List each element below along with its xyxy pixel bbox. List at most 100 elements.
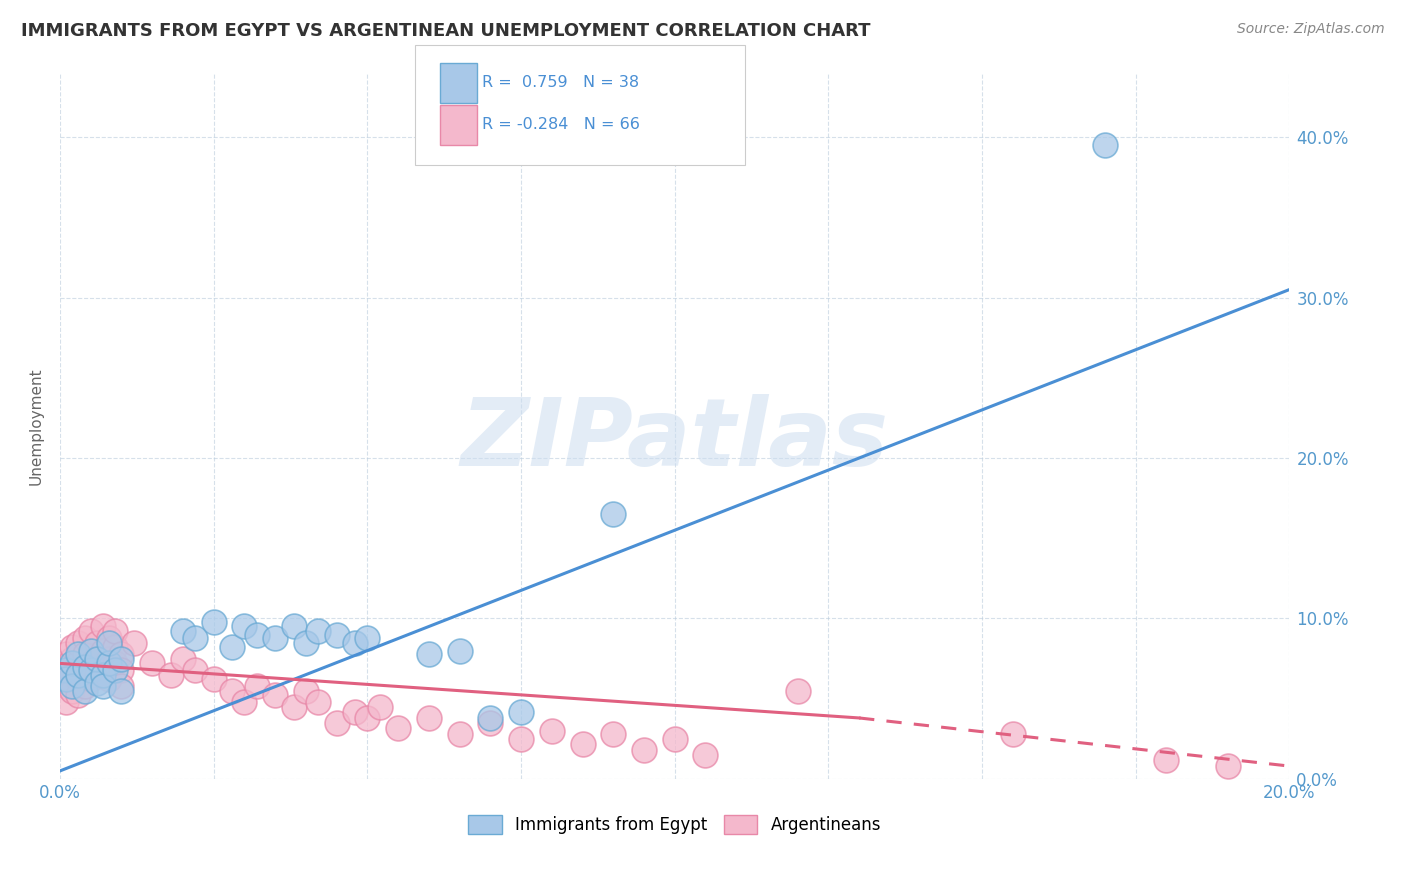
Text: IMMIGRANTS FROM EGYPT VS ARGENTINEAN UNEMPLOYMENT CORRELATION CHART: IMMIGRANTS FROM EGYPT VS ARGENTINEAN UNE…	[21, 22, 870, 40]
Point	[184, 663, 207, 677]
Point	[73, 659, 96, 673]
Point	[510, 705, 533, 719]
Point	[202, 615, 225, 629]
Point	[141, 657, 163, 671]
Point	[55, 695, 77, 709]
Point	[55, 647, 77, 661]
Point	[67, 657, 90, 671]
Point	[67, 667, 90, 681]
Point	[110, 651, 132, 665]
Point	[104, 657, 127, 671]
Point	[221, 640, 243, 655]
Point	[98, 651, 121, 665]
Point	[67, 635, 90, 649]
Point	[80, 663, 103, 677]
Point	[86, 635, 108, 649]
Text: R =  0.759   N = 38: R = 0.759 N = 38	[482, 76, 640, 90]
Point	[91, 663, 114, 677]
Point	[60, 679, 83, 693]
Point	[110, 683, 132, 698]
Point	[98, 673, 121, 687]
Point	[67, 689, 90, 703]
Point	[786, 683, 808, 698]
Point	[67, 647, 90, 661]
Point	[80, 673, 103, 687]
Point	[418, 647, 440, 661]
Point	[73, 663, 96, 677]
Point	[60, 667, 83, 681]
Point	[172, 624, 194, 639]
Point	[1001, 727, 1024, 741]
Point	[325, 627, 347, 641]
Point	[104, 663, 127, 677]
Point	[479, 715, 502, 730]
Text: R = -0.284   N = 66: R = -0.284 N = 66	[482, 118, 640, 132]
Point	[98, 631, 121, 645]
Point	[1094, 138, 1116, 153]
Point	[325, 715, 347, 730]
Point	[1216, 759, 1239, 773]
Point	[571, 737, 593, 751]
Point	[110, 647, 132, 661]
Point	[695, 747, 717, 762]
Text: ZIPatlas: ZIPatlas	[461, 394, 889, 486]
Point	[55, 679, 77, 693]
Point	[80, 657, 103, 671]
Point	[202, 673, 225, 687]
Point	[98, 657, 121, 671]
Point	[73, 647, 96, 661]
Point	[73, 631, 96, 645]
Point	[540, 723, 562, 738]
Point	[233, 695, 256, 709]
Point	[80, 624, 103, 639]
Point	[344, 705, 367, 719]
Point	[110, 679, 132, 693]
Point	[264, 689, 287, 703]
Point	[60, 657, 83, 671]
Point	[307, 695, 329, 709]
Point	[356, 711, 378, 725]
Point	[510, 731, 533, 746]
Point	[55, 663, 77, 677]
Point	[80, 643, 103, 657]
Point	[283, 619, 305, 633]
Point	[233, 619, 256, 633]
Point	[172, 651, 194, 665]
Point	[283, 699, 305, 714]
Point	[246, 679, 269, 693]
Point	[73, 679, 96, 693]
Y-axis label: Unemployment: Unemployment	[30, 368, 44, 484]
Point	[602, 507, 624, 521]
Point	[91, 667, 114, 681]
Point	[1156, 753, 1178, 767]
Point	[104, 640, 127, 655]
Point	[479, 711, 502, 725]
Point	[55, 673, 77, 687]
Point	[91, 619, 114, 633]
Text: Source: ZipAtlas.com: Source: ZipAtlas.com	[1237, 22, 1385, 37]
Point	[449, 727, 471, 741]
Point	[98, 635, 121, 649]
Point	[86, 675, 108, 690]
Point	[60, 651, 83, 665]
Point	[246, 627, 269, 641]
Point	[122, 635, 145, 649]
Point	[449, 643, 471, 657]
Point	[418, 711, 440, 725]
Point	[295, 683, 318, 698]
Point	[295, 635, 318, 649]
Point	[86, 651, 108, 665]
Point	[67, 673, 90, 687]
Point	[110, 663, 132, 677]
Point	[86, 667, 108, 681]
Point	[159, 667, 181, 681]
Point	[664, 731, 686, 746]
Point	[73, 683, 96, 698]
Point	[368, 699, 391, 714]
Point	[221, 683, 243, 698]
Point	[602, 727, 624, 741]
Point	[387, 721, 409, 735]
Point	[86, 651, 108, 665]
Legend: Immigrants from Egypt, Argentineans: Immigrants from Egypt, Argentineans	[468, 815, 882, 834]
Point	[91, 679, 114, 693]
